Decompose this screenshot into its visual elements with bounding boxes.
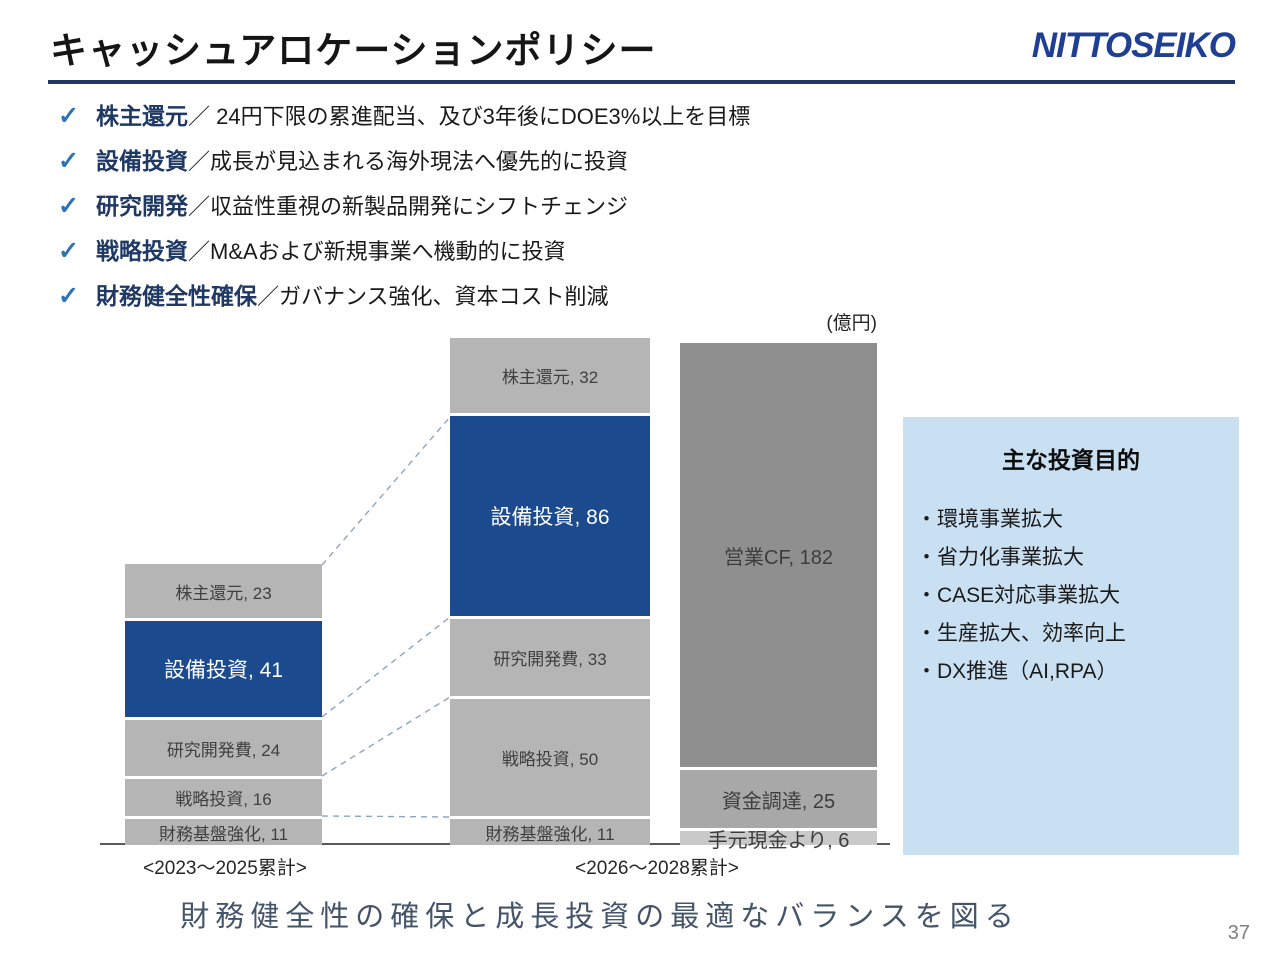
x-axis-label-2023-2025: <2023～2025累計> [143, 858, 307, 879]
policy-label: 財務健全性確保 [96, 283, 257, 309]
bar-segment-株主還元: 株主還元, 32 [450, 338, 650, 413]
stacked-bar-3: 営業CF, 182 資金調達, 25 手元現金より, 6 [680, 343, 877, 852]
panel-item: ・生産拡大、効率向上 [916, 622, 1126, 645]
check-icon: ✓ [58, 102, 79, 130]
policy-label: 株主還元 [96, 103, 188, 129]
policy-item-rnd: ✓ 研究開発 ／収益性重視の新製品開発にシフトチェンジ [58, 187, 750, 232]
panel-item-list: ・環境事業拡大 ・省力化事業拡大 ・CASE対応事業拡大 ・生産拡大、効率向上 … [903, 501, 1239, 691]
page-title: キャッシュアロケーションポリシー [50, 30, 657, 71]
bar-segment-手元現金より: 手元現金より, 6 [680, 830, 877, 852]
company-logo: NITTOSEIKO [1031, 26, 1236, 65]
bar-segment-財務基盤強化: 財務基盤強化, 11 [125, 819, 322, 845]
bar-segment-設備投資: 設備投資, 41 [125, 621, 322, 717]
policy-item-capex: ✓ 設備投資 ／成長が見込まれる海外現法へ優先的に投資 [58, 142, 750, 187]
policy-text: ／M&Aおよび新規事業へ機動的に投資 [188, 239, 566, 264]
bar-segment-設備投資: 設備投資, 86 [450, 416, 650, 616]
page-number: 37 [1227, 922, 1250, 944]
bar-segment-株主還元: 株主還元, 23 [125, 564, 322, 618]
check-icon: ✓ [58, 147, 79, 175]
policy-text: ／ガバナンス強化、資本コスト削減 [257, 284, 609, 309]
bar-segment-資金調達: 資金調達, 25 [680, 770, 877, 828]
policy-label: 研究開発 [96, 193, 188, 219]
footer-message: 財務健全性の確保と成長投資の最適なバランスを図る [180, 901, 1020, 933]
panel-title: 主な投資目的 [1002, 447, 1140, 473]
stacked-bar-1: 株主還元, 23 設備投資, 41 研究開発費, 24 戦略投資, 16 財務基盤強化,… [125, 564, 322, 845]
policy-item-shareholder-return: ✓ 株主還元 ／ 24円下限の累進配当、及び3年後にDOE3%以上を目標 [58, 97, 750, 142]
check-icon: ✓ [58, 237, 79, 265]
x-axis-label-2026-2028: <2026～2028累計> [575, 858, 739, 879]
policy-item-strategic-investment: ✓ 戦略投資 ／M&Aおよび新規事業へ機動的に投資 [58, 232, 750, 277]
bar-segment-戦略投資: 戦略投資, 50 [450, 699, 650, 816]
bar-segment-研究開発費: 研究開発費, 33 [450, 619, 650, 696]
stacked-bar-2: 株主還元, 32 設備投資, 86 研究開発費, 33 戦略投資, 50 財務基盤強化,… [450, 338, 650, 845]
policy-item-financial-soundness: ✓ 財務健全性確保 ／ガバナンス強化、資本コスト削減 [58, 277, 750, 322]
panel-item: ・DX推進（AI,RPA） [916, 660, 1118, 683]
policy-label: 戦略投資 [96, 238, 188, 264]
check-icon: ✓ [58, 192, 79, 220]
title-underline [48, 80, 1235, 84]
policy-text: ／成長が見込まれる海外現法へ優先的に投資 [188, 149, 629, 174]
bar-segment-財務基盤強化: 財務基盤強化, 11 [450, 819, 650, 845]
check-icon: ✓ [58, 282, 79, 310]
bar-segment-営業CF: 営業CF, 182 [680, 343, 877, 767]
chart-unit-label: (億円) [826, 313, 877, 334]
policy-list: ✓ 株主還元 ／ 24円下限の累進配当、及び3年後にDOE3%以上を目標 ✓ 設… [58, 97, 750, 322]
bar-segment-研究開発費: 研究開発費, 24 [125, 720, 322, 776]
panel-item: ・CASE対応事業拡大 [916, 584, 1121, 607]
policy-text: ／ 24円下限の累進配当、及び3年後にDOE3%以上を目標 [188, 104, 751, 129]
panel-item: ・環境事業拡大 [916, 508, 1063, 531]
bar-segment-戦略投資: 戦略投資, 16 [125, 779, 322, 816]
panel-item: ・省力化事業拡大 [916, 546, 1084, 569]
policy-text: ／収益性重視の新製品開発にシフトチェンジ [188, 194, 629, 219]
investment-purpose-panel: 主な投資目的 ・環境事業拡大 ・省力化事業拡大 ・CASE対応事業拡大 ・生産拡… [903, 417, 1239, 855]
policy-label: 設備投資 [96, 148, 188, 174]
